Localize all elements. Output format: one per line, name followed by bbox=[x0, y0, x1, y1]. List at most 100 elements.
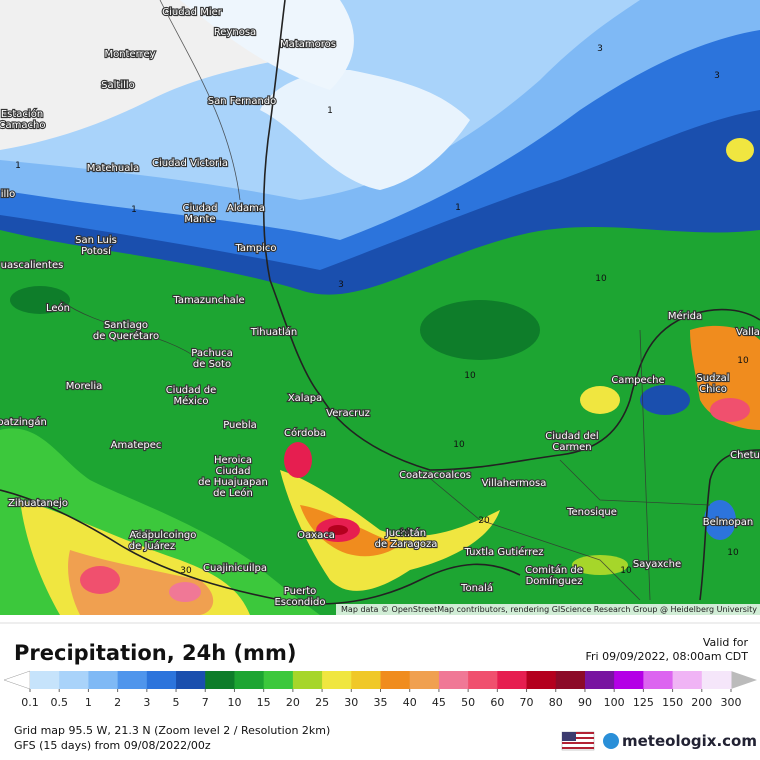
contour-label: 1 bbox=[327, 106, 333, 116]
city-label: Matehuala bbox=[87, 163, 140, 174]
brand-logo bbox=[603, 733, 619, 749]
city-label: illo bbox=[1, 189, 15, 200]
city-line: de Soto bbox=[193, 359, 231, 370]
contour-label: 10 bbox=[595, 274, 607, 284]
colorbar-swatch bbox=[351, 671, 381, 689]
city-line: Estación bbox=[1, 108, 43, 120]
city-label: Mérida bbox=[668, 310, 702, 322]
city-line: Tenosique bbox=[566, 507, 617, 518]
city-label: Cuajinicuilpa bbox=[203, 563, 267, 574]
city-label: Saltillo bbox=[101, 80, 135, 91]
colorbar-swatch bbox=[30, 671, 60, 689]
contour-label: 10 bbox=[727, 548, 739, 558]
city-label: Sayaxche bbox=[633, 559, 681, 570]
colorbar-label: 1 bbox=[85, 696, 92, 709]
colorbar-swatch bbox=[555, 671, 586, 689]
brand[interactable]: meteologix.com bbox=[622, 732, 757, 750]
contour-label: 1 bbox=[455, 203, 461, 213]
city-line: Puerto bbox=[284, 586, 317, 597]
city-label: Tampico bbox=[234, 243, 276, 254]
attribution-bg bbox=[336, 604, 760, 615]
city-label: Chetu bbox=[730, 450, 760, 461]
city-line: Domínguez bbox=[526, 575, 583, 587]
city-line: Sudzal bbox=[696, 373, 729, 384]
city-label: Monterrey bbox=[104, 49, 155, 60]
city-label: León bbox=[46, 302, 70, 314]
city-line: Heroica bbox=[214, 455, 252, 466]
city-label: Tuxtla Gutiérrez bbox=[463, 546, 543, 558]
city-line: illo bbox=[1, 189, 15, 200]
colorbar-label: 40 bbox=[403, 696, 417, 709]
city-line: Campeche bbox=[611, 375, 664, 386]
colorbar-label: 5 bbox=[173, 696, 180, 709]
precip-field bbox=[0, 0, 760, 615]
city-line: México bbox=[174, 395, 209, 407]
city-line: uascalientes bbox=[1, 260, 64, 271]
city-label: Reynosa bbox=[214, 27, 256, 38]
contour-label: 10 bbox=[453, 440, 465, 450]
city-label: Oaxaca bbox=[297, 530, 335, 541]
city-label: Córdoba bbox=[284, 427, 326, 439]
colorbar-swatch bbox=[88, 671, 119, 689]
colorbar-swatch bbox=[205, 671, 235, 689]
colorbar-label: 35 bbox=[374, 696, 388, 709]
city-line: Tamazunchale bbox=[172, 295, 244, 306]
city-line: Puebla bbox=[223, 420, 257, 431]
city-line: Pachuca bbox=[191, 348, 233, 359]
map: Map data © OpenStreetMap contributors, r… bbox=[0, 0, 760, 615]
colorbar-swatch bbox=[117, 671, 148, 689]
colorbar-label: 80 bbox=[549, 696, 563, 709]
city-label: Amatepec bbox=[111, 440, 162, 451]
city-line: Ciudad Mier bbox=[162, 7, 223, 18]
colorbar-label: 7 bbox=[202, 696, 209, 709]
city-line: Matamoros bbox=[280, 39, 336, 50]
contour-label: 3 bbox=[338, 280, 344, 290]
colorbar-label: 0.1 bbox=[21, 696, 39, 709]
contour-label: 1 bbox=[131, 205, 137, 215]
product-title: Precipitation, 24h (mm) bbox=[14, 641, 296, 665]
colorbar-swatch bbox=[584, 671, 615, 689]
colorbar-swatch bbox=[643, 671, 674, 689]
city-line: Zihuatanejo bbox=[8, 498, 68, 509]
coastline bbox=[0, 0, 760, 605]
colorbar-label: 0.5 bbox=[50, 696, 68, 709]
city-line: Reynosa bbox=[214, 27, 256, 38]
city-line: Mante bbox=[184, 214, 215, 225]
colorbar-swatch bbox=[176, 671, 206, 689]
city-label: Comitán de Domínguez bbox=[525, 564, 583, 587]
colorbar-below bbox=[3, 670, 31, 690]
city-label: Puebla bbox=[223, 420, 257, 431]
city-line: Tihuatlán bbox=[250, 326, 298, 338]
city-line: Mérida bbox=[668, 310, 702, 322]
colorbar-label: 20 bbox=[286, 696, 300, 709]
colorbar-swatch bbox=[526, 671, 557, 689]
city-line: Acapulco bbox=[129, 530, 174, 541]
city-label: Villahermosa bbox=[482, 478, 547, 489]
colorbar-label: 10 bbox=[227, 696, 241, 709]
colorbar-swatch bbox=[292, 671, 323, 689]
city-line: Ciudad bbox=[183, 203, 218, 214]
city-label: Ciudad del Carmen bbox=[545, 431, 598, 453]
city-label: Pachuca de Soto bbox=[191, 348, 233, 370]
city-labels: Ciudad Mier Reynosa Matamoros Monterrey Salt… bbox=[0, 6, 760, 609]
city-line: Aldama bbox=[227, 203, 265, 214]
city-line: de Querétaro bbox=[93, 330, 159, 342]
colorbar-label: 300 bbox=[721, 696, 742, 709]
attribution: Map data © OpenStreetMap contributors, r… bbox=[341, 605, 757, 614]
city-line: patzingán bbox=[0, 416, 47, 428]
valid-label: Valid for bbox=[703, 636, 749, 649]
city-line: de Zaragoza bbox=[375, 539, 438, 550]
colorbar-swatch bbox=[409, 671, 440, 689]
colorbar-label: 45 bbox=[432, 696, 446, 709]
city-label: Matamoros bbox=[280, 39, 336, 50]
contour-label: 30 bbox=[398, 528, 410, 538]
city-line: Carmen bbox=[552, 442, 591, 453]
colorbar-swatch bbox=[497, 671, 528, 689]
city-line: Camacho bbox=[0, 120, 45, 131]
city-line: Santiago bbox=[104, 320, 148, 331]
colorbar-label: 70 bbox=[520, 696, 534, 709]
contour-label: 3 bbox=[597, 44, 603, 54]
colorbar-label: 25 bbox=[315, 696, 329, 709]
city-line: Morelia bbox=[66, 381, 102, 392]
